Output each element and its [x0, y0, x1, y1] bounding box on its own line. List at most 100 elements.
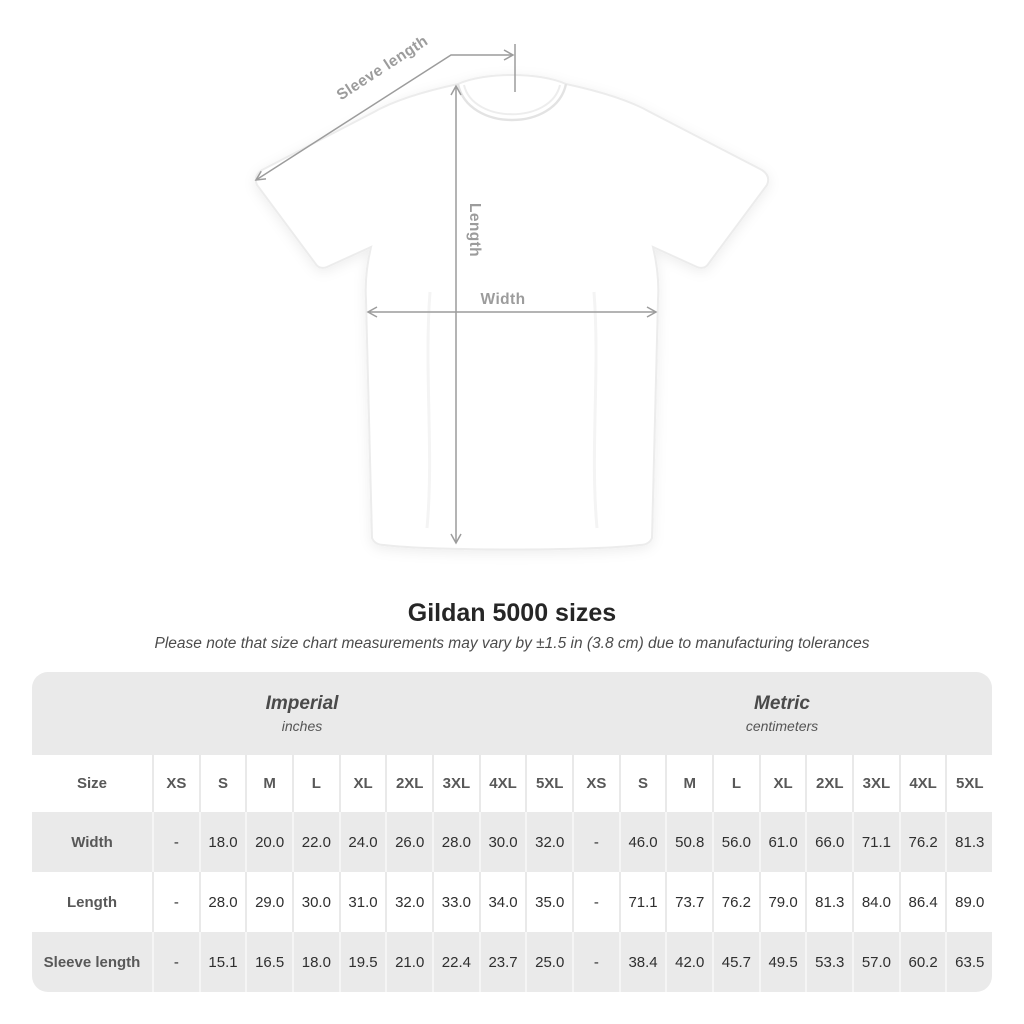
size-header-cell-imperial-s: S	[198, 755, 246, 812]
tshirt-diagram: Sleeve length Length Width	[254, 32, 770, 551]
collar-seam	[463, 84, 561, 116]
sleeve-length-arrowhead-right	[503, 49, 515, 61]
value-cell: 81.3	[945, 812, 992, 872]
page-title: Gildan 5000 sizes	[407, 599, 617, 627]
imperial-title: Imperial	[265, 693, 339, 714]
length-row: Length - 28.0 29.0 30.0 31.0 32.0 33.0 3…	[32, 872, 992, 932]
value-cell: 31.0	[338, 872, 386, 932]
sleeve-length-label: Sleeve length	[334, 32, 431, 104]
imperial-unit: inches	[281, 718, 323, 734]
fabric-fold-right	[592, 291, 599, 529]
row-label: Sleeve length	[43, 953, 141, 971]
value-cell: 18.0	[198, 812, 246, 872]
size-header-cell-imperial-l: L	[292, 755, 339, 812]
size-header-cell-metric-l: L	[712, 755, 759, 812]
size-header-cell-imperial-m: M	[245, 755, 292, 812]
size-header-cell-imperial-xs: XS	[152, 755, 199, 812]
value-cell: 89.0	[945, 872, 992, 932]
value-cell: 23.7	[478, 932, 526, 992]
value-cell: 28.0	[198, 872, 246, 932]
size-header-cell-imperial-xl: XL	[338, 755, 386, 812]
collar-outline	[456, 83, 568, 122]
value-cell: 71.1	[852, 812, 899, 872]
value-cell: 33.0	[432, 872, 479, 932]
width-label: Width	[481, 291, 526, 308]
value-cell: 45.7	[712, 932, 759, 992]
value-cell: 73.7	[665, 872, 712, 932]
value-cell: 66.0	[805, 812, 852, 872]
metric-header: Metric centimeters	[572, 672, 992, 755]
sleeve-length-row: Sleeve length - 15.1 16.5 18.0 19.5 21.0…	[32, 932, 992, 992]
imperial-header: Imperial inches	[32, 672, 572, 755]
value-cell: 28.0	[432, 812, 479, 872]
value-cell: 30.0	[292, 872, 339, 932]
size-header-cell-metric-s: S	[618, 755, 666, 812]
value-cell: 71.1	[618, 872, 666, 932]
value-cell: 53.3	[805, 932, 852, 992]
value-cell: 86.4	[898, 872, 946, 932]
value-cell: 20.0	[245, 812, 292, 872]
sleeve-length-arrow	[255, 54, 513, 181]
width-arrowhead-right	[646, 306, 658, 318]
value-cell: 22.4	[432, 932, 479, 992]
value-cell: 84.0	[852, 872, 899, 932]
value-cell: 57.0	[852, 932, 899, 992]
length-arrowhead-bottom	[450, 533, 462, 545]
value-cell: 16.5	[245, 932, 292, 992]
size-header-cell-imperial-4xl: 4XL	[478, 755, 526, 812]
metric-title: Metric	[754, 693, 810, 714]
value-cell: 25.0	[525, 932, 572, 992]
value-cell: 22.0	[292, 812, 339, 872]
size-header-cell-metric-xl: XL	[758, 755, 806, 812]
value-cell: 60.2	[898, 932, 946, 992]
width-arrowhead-left	[366, 306, 378, 318]
value-cell: 76.2	[898, 812, 946, 872]
value-cell: 79.0	[758, 872, 806, 932]
value-cell: 32.0	[525, 812, 572, 872]
tolerance-note: Please note that size chart measurements…	[154, 635, 870, 652]
value-cell: -	[572, 872, 619, 932]
sleeve-length-arrowhead-left	[254, 170, 267, 181]
units-header-row: Imperial inches Metric centimeters	[32, 672, 992, 755]
value-cell: 18.0	[292, 932, 339, 992]
value-cell: 34.0	[478, 872, 526, 932]
row-label: Length	[67, 893, 117, 911]
size-chart-table: Imperial inches Metric centimeters Size …	[32, 672, 992, 992]
value-cell: -	[572, 812, 619, 872]
value-cell: -	[152, 932, 199, 992]
size-header-cell-metric-5xl: 5XL	[945, 755, 992, 812]
size-header-cell-imperial-2xl: 2XL	[385, 755, 432, 812]
value-cell: 15.1	[198, 932, 246, 992]
fabric-fold-left	[425, 291, 432, 529]
value-cell: 30.0	[478, 812, 526, 872]
value-cell: -	[152, 812, 199, 872]
value-cell: 50.8	[665, 812, 712, 872]
size-header-cell-metric-2xl: 2XL	[805, 755, 852, 812]
size-header-cell-metric-m: M	[665, 755, 712, 812]
value-cell: 63.5	[945, 932, 992, 992]
row-label: Width	[71, 833, 113, 851]
value-cell: 76.2	[712, 872, 759, 932]
value-cell: 19.5	[338, 932, 386, 992]
value-cell: 56.0	[712, 812, 759, 872]
metric-unit: centimeters	[745, 718, 819, 734]
length-label: Length	[466, 203, 483, 257]
value-cell: 42.0	[665, 932, 712, 992]
value-cell: -	[152, 872, 199, 932]
size-header-cell-imperial-3xl: 3XL	[432, 755, 479, 812]
size-header-cell-imperial-5xl: 5XL	[525, 755, 572, 812]
value-cell: 35.0	[525, 872, 572, 932]
size-header-cell-metric-4xl: 4XL	[898, 755, 946, 812]
value-cell: 49.5	[758, 932, 806, 992]
width-row: Width - 18.0 20.0 22.0 24.0 26.0 28.0 30…	[32, 812, 992, 872]
value-cell: 32.0	[385, 872, 432, 932]
size-header-row: Size XS S M L XL 2XL 3XL 4XL 5XL XS S M …	[32, 755, 992, 812]
size-column-header: Size	[76, 775, 107, 792]
value-cell: 21.0	[385, 932, 432, 992]
value-cell: 38.4	[618, 932, 666, 992]
value-cell: 29.0	[245, 872, 292, 932]
length-arrowhead-top	[450, 84, 462, 96]
value-cell: 26.0	[385, 812, 432, 872]
value-cell: 46.0	[618, 812, 666, 872]
